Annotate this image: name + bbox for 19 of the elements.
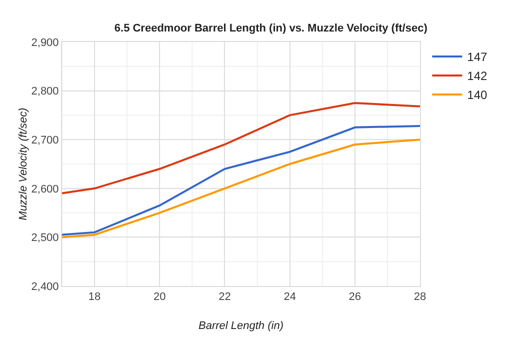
legend-label: 140 bbox=[467, 88, 488, 102]
legend-label: 147 bbox=[467, 50, 488, 64]
y-axis-title: Muzzle Velocity (ft/sec) bbox=[17, 107, 30, 220]
x-tick-label: 24 bbox=[284, 291, 296, 304]
y-tick-label: 2,500 bbox=[31, 232, 59, 244]
x-axis-title: Barrel Length (in) bbox=[198, 320, 284, 332]
x-tick-label: 18 bbox=[88, 291, 101, 304]
y-tick-label: 2,700 bbox=[31, 134, 59, 146]
x-tick-label: 28 bbox=[414, 291, 426, 304]
x-tick-label: 22 bbox=[218, 291, 231, 304]
y-tick-label: 2,900 bbox=[31, 36, 59, 49]
x-tick-label: 26 bbox=[348, 291, 362, 304]
y-tick-label: 2,800 bbox=[31, 86, 59, 98]
line-series bbox=[62, 102, 420, 194]
x-tick-label: 20 bbox=[154, 291, 166, 304]
legend-label: 142 bbox=[467, 69, 488, 84]
y-tick-label: 2,400 bbox=[31, 280, 59, 293]
chart-title: 6.5 Creedmoor Barrel Length (in) vs. Muzzle Velocity (ft/sec) bbox=[114, 22, 428, 34]
y-tick-label: 2,600 bbox=[31, 183, 59, 196]
